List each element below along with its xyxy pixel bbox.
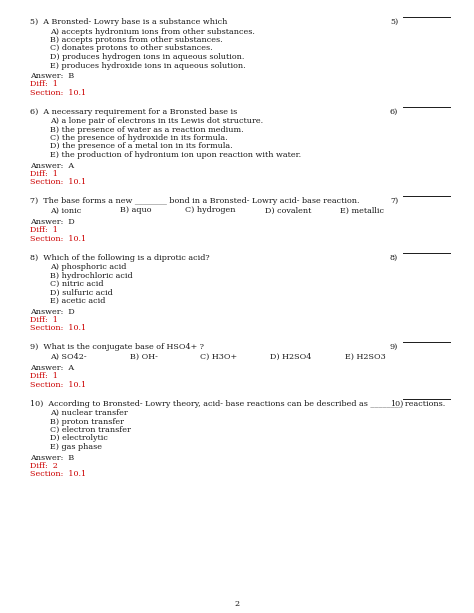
Text: C) nitric acid: C) nitric acid bbox=[50, 280, 103, 288]
Text: D) H2SO4: D) H2SO4 bbox=[270, 352, 311, 360]
Text: E) the production of hydronium ion upon reaction with water.: E) the production of hydronium ion upon … bbox=[50, 151, 301, 159]
Text: B) aquo: B) aquo bbox=[120, 207, 152, 215]
Text: E) gas phase: E) gas phase bbox=[50, 443, 102, 451]
Text: Answer:  D: Answer: D bbox=[30, 308, 75, 316]
Text: B) hydrochloric acid: B) hydrochloric acid bbox=[50, 272, 133, 280]
Text: Diff:  1: Diff: 1 bbox=[30, 80, 58, 88]
Text: 2: 2 bbox=[235, 600, 239, 608]
Text: A) a lone pair of electrons in its Lewis dot structure.: A) a lone pair of electrons in its Lewis… bbox=[50, 117, 263, 125]
Text: 5)  A Bronsted- Lowry base is a substance which: 5) A Bronsted- Lowry base is a substance… bbox=[30, 18, 228, 26]
Text: 8): 8) bbox=[390, 254, 398, 262]
Text: D) the presence of a metal ion in its formula.: D) the presence of a metal ion in its fo… bbox=[50, 142, 233, 151]
Text: Diff:  1: Diff: 1 bbox=[30, 226, 58, 235]
Text: 6): 6) bbox=[390, 107, 398, 115]
Text: D) electrolytic: D) electrolytic bbox=[50, 435, 108, 443]
Text: Diff:  2: Diff: 2 bbox=[30, 462, 58, 470]
Text: 8)  Which of the following is a diprotic acid?: 8) Which of the following is a diprotic … bbox=[30, 254, 210, 262]
Text: B) the presence of water as a reaction medium.: B) the presence of water as a reaction m… bbox=[50, 126, 244, 134]
Text: C) donates protons to other substances.: C) donates protons to other substances. bbox=[50, 45, 213, 53]
Text: 6)  A necessary requirement for a Bronsted base is: 6) A necessary requirement for a Bronste… bbox=[30, 107, 237, 115]
Text: A) ionic: A) ionic bbox=[50, 207, 81, 215]
Text: A) phosphoric acid: A) phosphoric acid bbox=[50, 263, 127, 271]
Text: C) hydrogen: C) hydrogen bbox=[185, 207, 236, 215]
Text: Section:  10.1: Section: 10.1 bbox=[30, 381, 86, 389]
Text: A) SO42-: A) SO42- bbox=[50, 352, 87, 360]
Text: Section:  10.1: Section: 10.1 bbox=[30, 178, 86, 186]
Text: 9): 9) bbox=[390, 343, 398, 351]
Text: E) H2SO3: E) H2SO3 bbox=[345, 352, 386, 360]
Text: 9)  What is the conjugate base of HSO4+ ?: 9) What is the conjugate base of HSO4+ ? bbox=[30, 343, 204, 351]
Text: Answer:  A: Answer: A bbox=[30, 364, 74, 372]
Text: Section:  10.1: Section: 10.1 bbox=[30, 324, 86, 332]
Text: Answer:  A: Answer: A bbox=[30, 161, 74, 170]
Text: B) proton transfer: B) proton transfer bbox=[50, 417, 124, 425]
Text: Section:  10.1: Section: 10.1 bbox=[30, 235, 86, 243]
Text: Diff:  1: Diff: 1 bbox=[30, 373, 58, 381]
Text: 7)  The base forms a new ________ bond in a Bronsted- Lowry acid- base reaction.: 7) The base forms a new ________ bond in… bbox=[30, 197, 359, 205]
Text: 7): 7) bbox=[390, 197, 398, 205]
Text: Section:  10.1: Section: 10.1 bbox=[30, 89, 86, 97]
Text: A) nuclear transfer: A) nuclear transfer bbox=[50, 409, 128, 417]
Text: Diff:  1: Diff: 1 bbox=[30, 316, 58, 324]
Text: E) acetic acid: E) acetic acid bbox=[50, 297, 105, 305]
Text: E) metallic: E) metallic bbox=[340, 207, 384, 215]
Text: Answer:  D: Answer: D bbox=[30, 218, 75, 226]
Text: D) covalent: D) covalent bbox=[265, 207, 311, 215]
Text: B) accepts protons from other substances.: B) accepts protons from other substances… bbox=[50, 36, 223, 44]
Text: 10): 10) bbox=[390, 400, 403, 408]
Text: E) produces hydroxide ions in aqueous solution.: E) produces hydroxide ions in aqueous so… bbox=[50, 61, 246, 69]
Text: D) produces hydrogen ions in aqueous solution.: D) produces hydrogen ions in aqueous sol… bbox=[50, 53, 245, 61]
Text: D) sulfuric acid: D) sulfuric acid bbox=[50, 289, 113, 297]
Text: C) the presence of hydroxide in its formula.: C) the presence of hydroxide in its form… bbox=[50, 134, 228, 142]
Text: Diff:  1: Diff: 1 bbox=[30, 170, 58, 178]
Text: C) H3O+: C) H3O+ bbox=[200, 352, 237, 360]
Text: 10)  According to Bronsted- Lowry theory, acid- base reactions can be described : 10) According to Bronsted- Lowry theory,… bbox=[30, 400, 445, 408]
Text: A) accepts hydronium ions from other substances.: A) accepts hydronium ions from other sub… bbox=[50, 28, 255, 36]
Text: Answer:  B: Answer: B bbox=[30, 454, 74, 462]
Text: B) OH-: B) OH- bbox=[130, 352, 158, 360]
Text: 5): 5) bbox=[390, 18, 398, 26]
Text: Section:  10.1: Section: 10.1 bbox=[30, 471, 86, 479]
Text: Answer:  B: Answer: B bbox=[30, 72, 74, 80]
Text: C) electron transfer: C) electron transfer bbox=[50, 426, 131, 434]
